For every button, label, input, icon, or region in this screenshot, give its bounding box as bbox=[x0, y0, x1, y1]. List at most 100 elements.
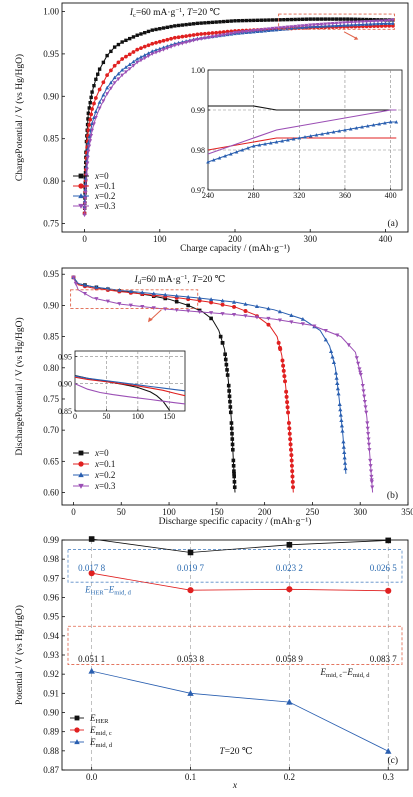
panel-a-series-2-marker bbox=[83, 176, 88, 180]
panel-a-series-3-marker bbox=[296, 24, 301, 29]
panel-a-series-0-marker bbox=[267, 18, 271, 22]
panel-c-conditions-part: =20 ℃ bbox=[225, 747, 253, 757]
panel-b-series-2-marker bbox=[94, 285, 99, 289]
panel-a-series-0-marker bbox=[274, 18, 279, 22]
panel-a-inset-marker bbox=[280, 139, 285, 143]
panel-a-series-0-marker bbox=[206, 20, 211, 25]
panel-b-zoom-box bbox=[70, 289, 199, 309]
panel-a-series-3-marker bbox=[391, 18, 395, 23]
panel-a-inset-ytick-label: 0.98 bbox=[191, 146, 205, 155]
legend-label-part: x bbox=[94, 171, 99, 181]
panel-b-series-1-marker bbox=[289, 463, 294, 468]
panel-a-series-3-marker bbox=[97, 106, 102, 111]
panel-a-series-0-marker bbox=[109, 49, 113, 54]
panel-a-series-2-marker bbox=[360, 22, 365, 26]
panel-b-series-3-marker bbox=[368, 464, 373, 468]
legend-label-part: x bbox=[94, 481, 99, 491]
panel-c-xtick-label: 0.2 bbox=[284, 772, 295, 782]
panel-a-series-1-marker bbox=[88, 117, 93, 122]
panel-b-series-2-marker bbox=[342, 455, 347, 460]
panel-b-series-2-marker bbox=[339, 423, 344, 428]
panel-b-series-1-marker bbox=[285, 405, 290, 410]
legend-label-part: mid, c bbox=[96, 730, 112, 737]
panel-a-series-0-marker bbox=[282, 18, 286, 22]
panel-a-series-0-marker bbox=[173, 24, 177, 28]
panel-b-series-1-marker bbox=[289, 453, 294, 458]
legend-label-part: =0.1 bbox=[99, 181, 115, 191]
legend-label-part: x bbox=[94, 459, 99, 469]
panel-a-series-0-marker bbox=[195, 21, 200, 26]
panel-a-x-tick-label: 200 bbox=[228, 234, 242, 244]
panel-a-inset-marker bbox=[388, 120, 393, 124]
panel-b-series-2-marker bbox=[343, 466, 348, 471]
panel-b-series-2-marker bbox=[330, 354, 335, 359]
panel-a-legend: x=0x=0.1x=0.2x=0.3 bbox=[73, 171, 116, 211]
panel-b-series-3-marker bbox=[364, 410, 369, 415]
panel-a-series-1-marker bbox=[214, 30, 219, 35]
panel-a-series-0-marker bbox=[338, 17, 343, 21]
panel-a-series-3-marker bbox=[157, 49, 162, 54]
panel-c-midc-label-part: E bbox=[320, 667, 327, 677]
panel-b-series-0-marker bbox=[232, 472, 236, 476]
panel-a-inset-axes bbox=[207, 69, 403, 191]
panel-a-series-1-marker bbox=[161, 38, 166, 43]
legend-label: x=0.3 bbox=[94, 481, 116, 491]
legend-marker bbox=[78, 183, 84, 189]
panel-a-series-2-marker bbox=[375, 21, 380, 26]
panel-b-tag: (b) bbox=[387, 490, 398, 501]
panel-a-series-1-marker bbox=[184, 34, 188, 38]
panel-b-series-2-marker bbox=[220, 298, 225, 303]
panel-a-series-1-marker bbox=[109, 68, 113, 73]
panel-b-series-1-marker bbox=[287, 426, 292, 431]
panel-a-zoom-arrowhead bbox=[353, 36, 359, 40]
panel-a-series-0-marker bbox=[131, 35, 136, 39]
panel-b-conditions-part: =60 mA·g bbox=[141, 275, 181, 285]
panel-c-y-tick-label: 0.87 bbox=[43, 765, 59, 775]
panel-a-series-1-marker bbox=[391, 24, 395, 28]
panel-a-series-2-marker bbox=[131, 59, 136, 64]
panel-b-series-3-marker bbox=[71, 275, 76, 280]
panel-c-xtick-label: 0.3 bbox=[383, 772, 395, 782]
panel-b-series-3-marker bbox=[354, 356, 359, 360]
panel-a-conditions: Ic=60 mA·g−1, T=20 ℃ bbox=[129, 7, 221, 20]
panel-b-series-3-marker bbox=[220, 312, 225, 316]
panel-a-conditions-part: T bbox=[187, 8, 193, 18]
panel-a-series-0-marker bbox=[176, 23, 181, 28]
panel-a-series-0-marker bbox=[327, 17, 331, 21]
panel-a-series-0-marker bbox=[248, 18, 252, 23]
panel-a-series-3-marker bbox=[139, 58, 143, 63]
panel-b-series-2-marker bbox=[82, 282, 88, 287]
panel-a-series-0-marker bbox=[237, 19, 241, 23]
panel-a-series-1-marker bbox=[92, 101, 96, 106]
panel-a-series-1-marker bbox=[101, 80, 106, 85]
panel-b-inset-ytick-label: 0.85 bbox=[58, 407, 72, 416]
panel-a-series-1-marker bbox=[180, 34, 185, 39]
panel-a-series-3-marker bbox=[82, 207, 87, 212]
panel-c-her-box bbox=[67, 549, 403, 583]
panel-a-series-3-marker bbox=[251, 29, 256, 33]
panel-b-series-3-marker bbox=[357, 367, 362, 372]
panel-a-series-3-marker bbox=[345, 20, 350, 25]
panel-a-series-0-marker bbox=[94, 77, 98, 82]
panel-a-series-3-marker bbox=[112, 81, 117, 85]
panel-a-inset-series-3 bbox=[207, 109, 397, 155]
panel-b-series-3-marker bbox=[231, 313, 237, 317]
panel-b-series-3-marker bbox=[346, 343, 351, 348]
panel-a-series-3-marker bbox=[93, 115, 98, 120]
panel-b-series-1-marker bbox=[276, 340, 281, 345]
panel-b-x-tick-label: 250 bbox=[306, 507, 320, 517]
panel-a-series-3-marker bbox=[195, 37, 200, 42]
panel-a-inset-marker bbox=[228, 152, 233, 156]
panel-a-series-0-marker bbox=[112, 45, 117, 49]
panel-a-series-0-marker bbox=[222, 19, 226, 24]
panel-b-series-3-marker bbox=[174, 308, 179, 313]
panel-c-her-label-part: − bbox=[104, 585, 109, 595]
panel-b-series-2-marker bbox=[231, 299, 237, 304]
panel-a-series-0-marker bbox=[214, 20, 218, 24]
panel-b-conditions-part: T bbox=[192, 275, 198, 285]
panel-b-series-3-marker bbox=[243, 314, 248, 319]
panel-a-series-3-marker bbox=[83, 202, 88, 206]
panel-c-y-tick-label: 0.95 bbox=[43, 612, 59, 622]
panel-c-her-label-part: E bbox=[108, 585, 115, 595]
